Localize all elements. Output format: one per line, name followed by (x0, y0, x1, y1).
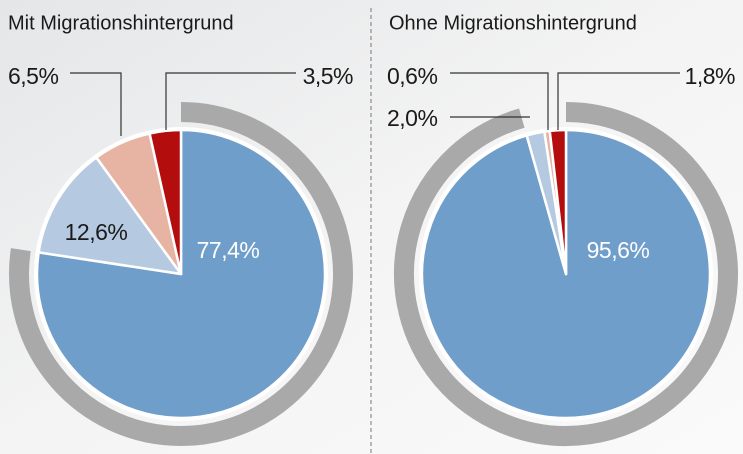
leader-line (70, 72, 122, 136)
leader-line (450, 72, 549, 130)
value-label: 95,6% (587, 237, 650, 263)
value-label: 0,6% (387, 63, 437, 89)
chart-title: Ohne Migrationshintergrund (389, 12, 637, 34)
ring (9, 102, 353, 446)
ring (394, 102, 738, 446)
pie-border (419, 127, 713, 421)
chart-title: Mit Migrationshintergrund (8, 12, 234, 34)
leader-line (557, 72, 680, 130)
slice (37, 156, 183, 276)
value-label: 6,5% (8, 63, 58, 89)
value-label: 2,0% (387, 105, 437, 131)
leader-line (165, 72, 296, 130)
value-label: 3,5% (303, 63, 353, 89)
value-label: 12,6% (65, 219, 128, 245)
value-label: 1,8% (685, 63, 735, 89)
pie-border (34, 127, 328, 421)
value-label: 77,4% (197, 237, 260, 263)
